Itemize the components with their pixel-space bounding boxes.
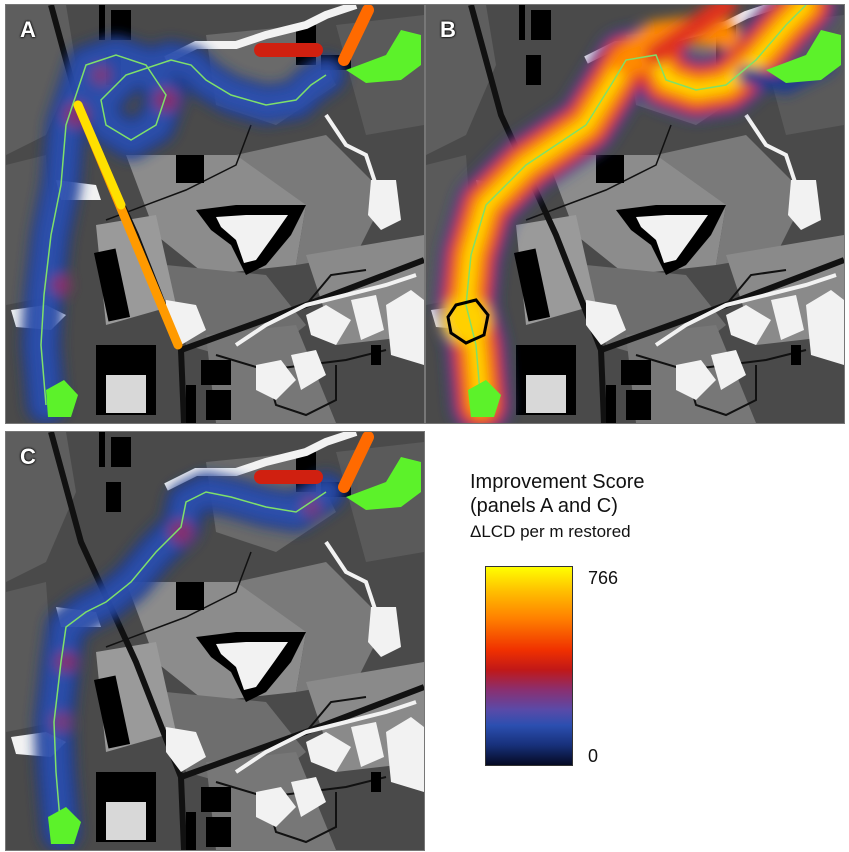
legend-max-label: 766 <box>588 568 619 588</box>
map-panel-a: A <box>5 4 425 424</box>
legend-title-line1: Improvement Score <box>470 471 645 493</box>
legend: Improvement Score (panels A and C) ΔLCD … <box>470 470 830 790</box>
legend-colorbar <box>485 566 573 766</box>
map-a <box>6 5 424 423</box>
map-b <box>426 5 844 423</box>
map-panel-c: C <box>5 431 425 851</box>
map-panel-b: B <box>425 4 845 424</box>
legend-min-label: 0 <box>588 746 599 766</box>
map-c <box>6 432 424 850</box>
panel-label-a: A <box>20 17 36 42</box>
panel-label-c: C <box>20 444 36 469</box>
panel-label-b: B <box>440 17 456 42</box>
legend-unit: ΔLCD per m restored <box>470 522 631 541</box>
legend-title-line2: (panels A and C) <box>470 495 618 517</box>
